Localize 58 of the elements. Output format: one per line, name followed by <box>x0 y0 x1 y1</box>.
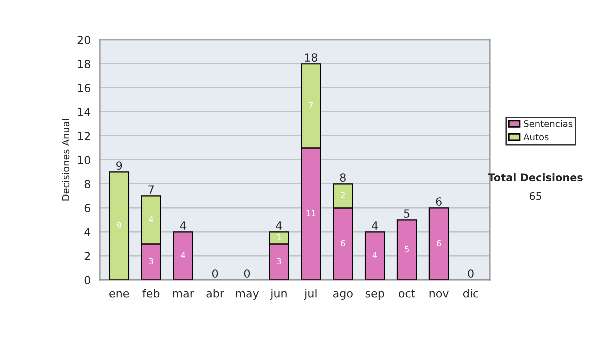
data-label: 11 <box>306 210 316 216</box>
total-label: 0 <box>468 270 474 278</box>
y-tick-label: 0 <box>84 276 90 285</box>
total-label: 7 <box>148 186 154 194</box>
x-tick-label: ago <box>333 291 353 300</box>
y-tick-label: 18 <box>78 60 90 69</box>
data-label: 4 <box>181 252 186 258</box>
y-tick-label: 10 <box>78 156 90 165</box>
total-label: 9 <box>116 162 122 170</box>
total-label: 4 <box>276 222 282 230</box>
total-label: 4 <box>180 222 186 230</box>
x-tick-label: sep <box>366 291 384 300</box>
bar <box>173 232 194 280</box>
x-tick-label: mar <box>173 291 194 298</box>
data-label: 5 <box>405 246 410 253</box>
total-label: 4 <box>372 222 378 230</box>
x-tick-label: ene <box>110 291 130 298</box>
x-tick-label: feb <box>142 289 160 298</box>
x-tick-label: oct <box>399 290 416 298</box>
bar <box>364 232 386 280</box>
data-label: 4 <box>149 216 154 222</box>
total-label: 8 <box>340 174 346 182</box>
total-label: 18 <box>305 54 318 62</box>
data-label: 2 <box>341 192 345 198</box>
data-label: 3 <box>277 258 282 265</box>
data-label: 9 <box>117 222 122 229</box>
x-tick-label: may <box>236 291 260 300</box>
annotation: Total Decisiones <box>488 173 583 182</box>
x-tick-label: jun <box>270 289 287 300</box>
y-tick-label: 12 <box>78 132 90 140</box>
y-axis-title: Decisiones Anual <box>62 119 70 201</box>
legend-label: Sentencias <box>524 120 573 128</box>
total-label: 0 <box>212 270 218 278</box>
y-tick-label: 16 <box>78 84 90 93</box>
y-tick-label: 6 <box>84 204 90 213</box>
y-tick-label: 4 <box>84 228 91 236</box>
data-label: 7 <box>309 102 314 108</box>
x-tick-label: jul <box>304 289 317 300</box>
y-tick-label: 8 <box>84 180 90 189</box>
data-label: 6 <box>436 240 442 247</box>
data-label: 4 <box>372 252 378 258</box>
legend-label: Autos <box>524 134 549 141</box>
y-tick-label: 2 <box>84 252 90 260</box>
data-label: 6 <box>341 240 346 247</box>
bar <box>428 208 450 280</box>
bar <box>109 172 130 280</box>
x-tick-label: abr <box>206 289 224 298</box>
x-tick-label: dic <box>464 289 478 298</box>
total-label: 6 <box>436 198 442 206</box>
total-label: 5 <box>404 210 410 218</box>
total-label: 0 <box>244 270 250 278</box>
data-label: 1 <box>277 234 282 240</box>
x-tick-label: nov <box>430 291 449 298</box>
y-tick-label: 20 <box>78 36 90 44</box>
y-tick-label: 14 <box>78 108 91 116</box>
text: 65 <box>530 192 542 200</box>
bar <box>396 220 418 280</box>
data-label: 3 <box>149 258 154 265</box>
